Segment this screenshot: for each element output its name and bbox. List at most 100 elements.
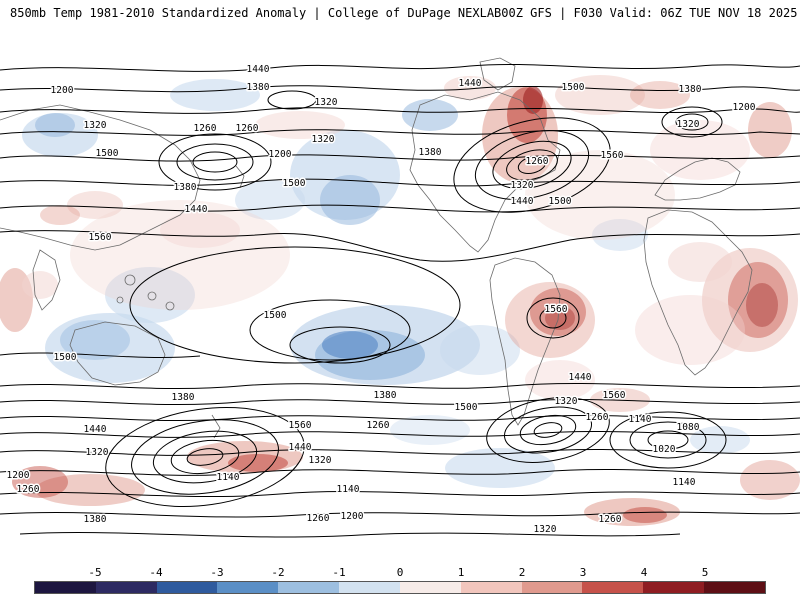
anomaly-blob [322, 331, 378, 359]
contour-label: 1500 [549, 196, 572, 207]
colorbar-tick: 0 [396, 566, 404, 579]
contour-label: 1320 [84, 120, 107, 131]
anomaly-blob [35, 113, 75, 137]
anomaly-blob [228, 454, 288, 472]
contour-label: 1380 [84, 514, 107, 525]
colorbar-tick: 5 [701, 566, 709, 579]
anomaly-blob [70, 200, 290, 310]
anomaly-blob [45, 313, 175, 383]
anomaly-blob [748, 102, 792, 158]
anomaly-blob [22, 271, 58, 299]
contour-label: 1560 [89, 232, 112, 243]
colorbar-tick: -2 [271, 566, 285, 579]
contour-label: 1260 [367, 420, 390, 431]
map-title: 850mb Temp 1981-2010 Standardized Anomal… [10, 6, 502, 20]
contour-label: 1140 [337, 484, 360, 495]
contour-label: 1380 [374, 390, 397, 401]
height-contours [0, 63, 800, 538]
contour-label: 1440 [84, 424, 107, 435]
colorbar-segment [278, 582, 340, 593]
colorbar-tick: 4 [640, 566, 648, 579]
colorbar-tick: -3 [210, 566, 224, 579]
colorbar-tick: 1 [457, 566, 465, 579]
anomaly-blob [650, 120, 750, 180]
colorbar-segment [643, 582, 705, 593]
colorbar-segments [34, 581, 766, 594]
coastlines [0, 57, 753, 439]
anomaly-shading [0, 75, 800, 526]
contour-label: 1200 [733, 102, 756, 113]
contour-label: 1320 [86, 447, 109, 458]
contour-label: 1260 [236, 123, 259, 134]
contour-label: 1320 [555, 396, 578, 407]
anomaly-blob [525, 360, 595, 400]
colorbar-segment [460, 582, 522, 593]
colorbar-tick: 3 [579, 566, 587, 579]
contour-label: 1560 [603, 390, 626, 401]
anomaly-blob [320, 175, 380, 225]
contour-label: 1440 [569, 372, 592, 383]
contour-label: 1320 [315, 97, 338, 108]
contour-label: 1500 [96, 148, 119, 159]
contour-label: 1260 [307, 513, 330, 524]
contour-label: 1260 [599, 514, 622, 525]
contour-label: 1380 [174, 182, 197, 193]
anomaly-blob [40, 205, 80, 225]
anomaly-blob [545, 306, 575, 330]
contour-label: 1500 [562, 82, 585, 93]
contour-label: 1260 [194, 123, 217, 134]
anomaly-blob [160, 212, 240, 248]
contour-label: 1440 [459, 78, 482, 89]
contour-label: 1380 [679, 84, 702, 95]
anomaly-blob [445, 448, 555, 488]
anomaly-blob [702, 248, 798, 352]
contour-label: 1200 [269, 149, 292, 160]
contour-label: 1500 [264, 310, 287, 321]
anomaly-blob [746, 283, 778, 327]
anomaly-blob [555, 75, 645, 115]
colorbar: -5 -4 -3 -2 -1 0 1 2 3 4 5 [34, 566, 766, 598]
colorbar-segment [35, 582, 96, 593]
anomaly-blob [35, 474, 145, 506]
contour-label: 1560 [289, 420, 312, 431]
contour-label: 1020 [653, 444, 676, 455]
contour-label: 1260 [586, 412, 609, 423]
colorbar-segment [339, 582, 400, 593]
contour-label: 1320 [677, 119, 700, 130]
anomaly-blob [668, 242, 732, 282]
colorbar-ticks: -5 -4 -3 -2 -1 0 1 2 3 4 5 [34, 566, 766, 581]
contour-label: 1140 [629, 414, 652, 425]
contour-label: 1320 [511, 180, 534, 191]
colorbar-tick: -5 [88, 566, 102, 579]
colorbar-segment [156, 582, 218, 593]
contour-label: 1260 [17, 484, 40, 495]
contour-label: 1440 [511, 196, 534, 207]
colorbar-segment [521, 582, 583, 593]
contour-label: 1500 [283, 178, 306, 189]
contour-label: 1440 [247, 64, 270, 75]
contour-label: 1200 [341, 511, 364, 522]
colorbar-tick: 2 [518, 566, 526, 579]
anomaly-blob [635, 295, 745, 365]
model-run-info: 00Z GFS | F030 Valid: 06Z TUE NOV 18 202… [501, 6, 798, 20]
colorbar-segment [95, 582, 157, 593]
contour-label: 1140 [217, 472, 240, 483]
contour-label: 1320 [534, 524, 557, 535]
anomaly-blob [623, 507, 667, 523]
anomaly-blob [12, 466, 68, 498]
anomaly-blob [505, 282, 595, 358]
contour-label: 1080 [677, 422, 700, 433]
colorbar-tick: -1 [332, 566, 346, 579]
contour-labels: 1440 1200 1380 1440 1500 1380 1320 1200 1320 1260… [5, 63, 757, 537]
anomaly-blob [255, 111, 345, 139]
contour-label: 1440 [185, 204, 208, 215]
contour-label: 1260 [526, 156, 549, 167]
contour-label: 1380 [172, 392, 195, 403]
anomaly-blob [523, 86, 543, 114]
contour-label: 1560 [545, 304, 568, 315]
contour-label: 1200 [7, 470, 30, 481]
contour-label: 1140 [673, 477, 696, 488]
anomaly-blob [690, 426, 750, 454]
colorbar-segment [704, 582, 765, 593]
